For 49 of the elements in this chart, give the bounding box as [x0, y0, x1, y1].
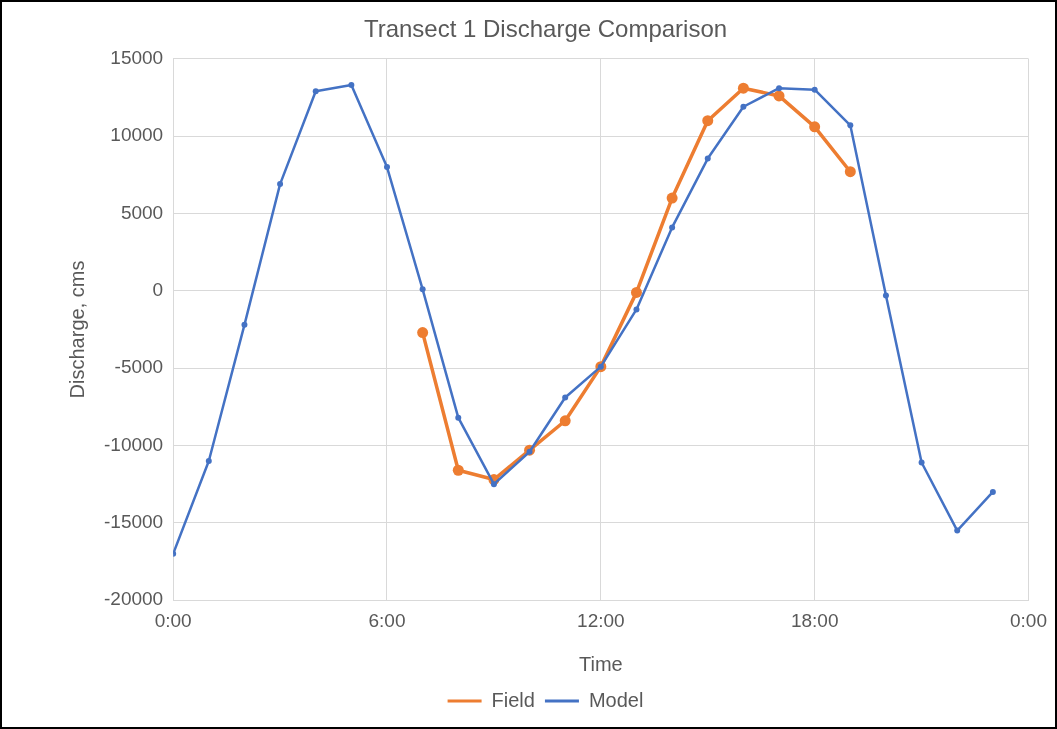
x-tick-label: 6:00 [368, 609, 406, 631]
point [811, 86, 818, 93]
point [737, 82, 749, 94]
y-tick-label: 5000 [120, 201, 164, 223]
point [277, 181, 284, 188]
point [417, 327, 429, 339]
y-tick-label: -10000 [103, 433, 164, 455]
point [384, 164, 390, 171]
point [740, 103, 747, 110]
point [455, 414, 462, 421]
point [348, 82, 355, 89]
point [205, 457, 212, 464]
point [882, 292, 889, 299]
x-tick-label: 12:00 [577, 609, 625, 631]
x-tick-label: 0:00 [154, 609, 192, 631]
x-tick-label: 0:00 [1010, 609, 1047, 631]
x-tick-label: 18:00 [790, 609, 839, 631]
point [702, 115, 714, 127]
y-tick-label: 10000 [110, 124, 164, 146]
point [241, 321, 248, 328]
point [954, 527, 961, 534]
x-axis-title: Time [578, 652, 623, 675]
y-tick-label: -5000 [114, 356, 164, 378]
point [633, 306, 640, 313]
point [666, 192, 678, 204]
point [630, 286, 642, 298]
y-tick-label: 0 [152, 279, 164, 301]
chart-title: Transect 1 Discharge Comparison [363, 15, 728, 43]
point [704, 155, 711, 162]
point [669, 224, 676, 231]
point [562, 394, 569, 401]
point [989, 488, 996, 495]
y-axis-title: Discharge, cms [65, 260, 88, 399]
y-tick-label: -20000 [103, 588, 164, 610]
legend-label: Field [491, 688, 535, 711]
point [452, 464, 464, 476]
point [847, 122, 854, 129]
point [844, 166, 856, 178]
point [559, 415, 571, 427]
y-tick-label: -15000 [103, 511, 164, 533]
point [490, 481, 497, 488]
point [809, 121, 821, 133]
y-tick-label: 15000 [110, 47, 164, 69]
point [312, 88, 319, 95]
legend-label: Model [588, 688, 644, 711]
point [776, 85, 783, 92]
point [918, 459, 925, 466]
point [773, 90, 785, 102]
point [419, 286, 426, 293]
